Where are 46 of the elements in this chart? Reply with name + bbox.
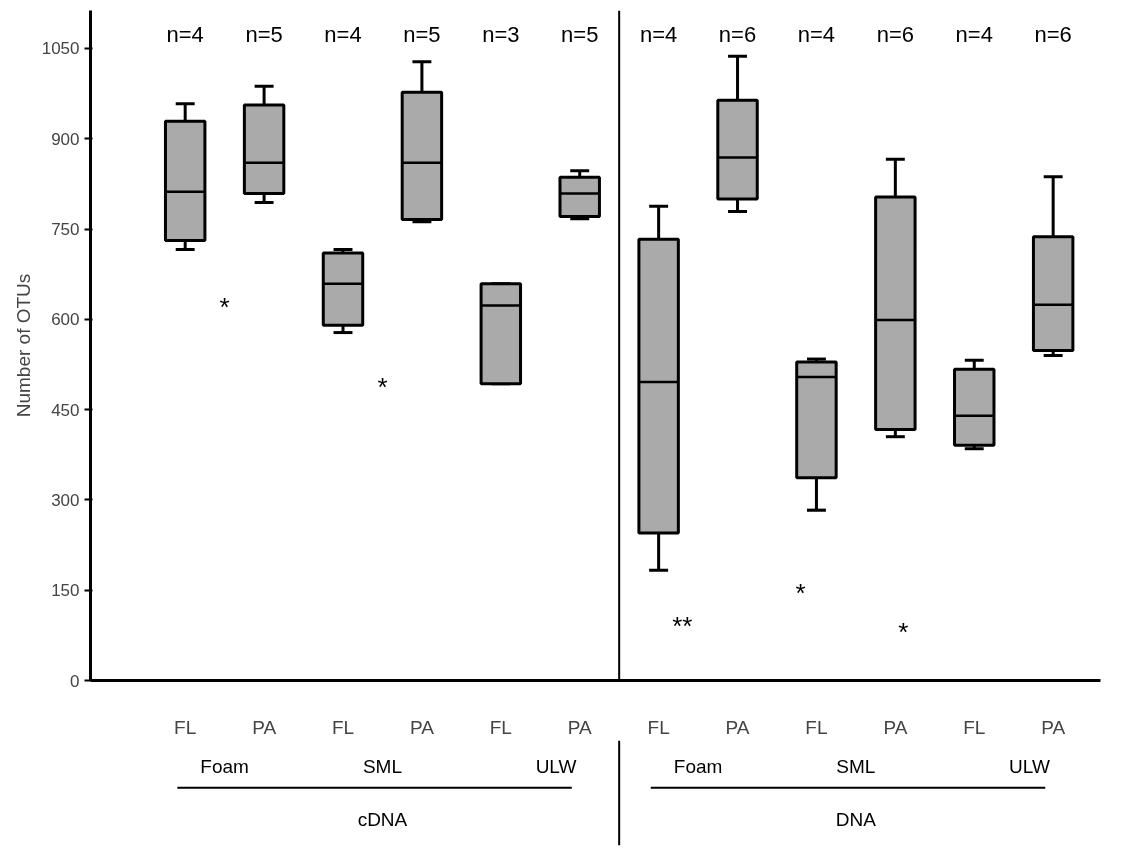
text: ULW: [535, 756, 577, 778]
x-tick-label: PA: [252, 716, 277, 738]
y-tick-label: 450: [51, 400, 80, 420]
annotation: n=6: [876, 22, 915, 48]
x-tick-label: FL: [174, 716, 197, 738]
annotation: n=6: [1034, 22, 1072, 48]
text: DNA: [835, 808, 877, 830]
y-tick-label: 750: [51, 220, 80, 240]
text: SML: [836, 756, 876, 778]
annotation: *: [898, 617, 909, 648]
annotation: n=6: [718, 22, 757, 48]
x-tick-label: FL: [963, 716, 986, 738]
x-tick-label: PA: [1041, 716, 1066, 738]
x-tick-label: PA: [567, 716, 593, 738]
x-tick-label: FL: [489, 716, 512, 738]
x-tick-label: FL: [331, 716, 355, 738]
annotation: n=4: [955, 22, 993, 48]
x-tick-label: PA: [409, 716, 435, 738]
x-tick-label: PA: [883, 716, 908, 738]
text: ULW: [1009, 756, 1050, 778]
y-tick-label: 300: [51, 490, 80, 510]
y-tick-label: 600: [51, 310, 80, 330]
annotation: *: [219, 292, 230, 323]
annotation: n=4: [797, 22, 836, 48]
annotation: n=5: [403, 22, 441, 48]
text: Foam: [200, 756, 249, 778]
annotation: n=5: [561, 22, 599, 48]
annotation: n=3: [482, 22, 520, 48]
y-tick-label: 0: [70, 671, 80, 691]
text: Foam: [673, 756, 723, 778]
annotation: n=4: [324, 22, 362, 48]
y-tick-label: 900: [51, 129, 80, 149]
annotation: n=4: [639, 22, 678, 48]
x-tick-label: FL: [805, 716, 828, 738]
y-axis-title: Number of OTUs: [12, 273, 34, 418]
annotation: **: [672, 611, 693, 642]
x-tick-label: FL: [647, 716, 670, 738]
y-tick-label: 1050: [41, 39, 80, 59]
text: SML: [362, 756, 402, 778]
annotation: n=4: [166, 22, 204, 48]
annotation: n=5: [245, 22, 283, 48]
text: cDNA: [357, 808, 408, 830]
x-tick-label: PA: [725, 716, 750, 738]
annotation: *: [377, 371, 388, 402]
y-tick-label: 150: [51, 581, 80, 601]
annotation: *: [795, 578, 806, 609]
